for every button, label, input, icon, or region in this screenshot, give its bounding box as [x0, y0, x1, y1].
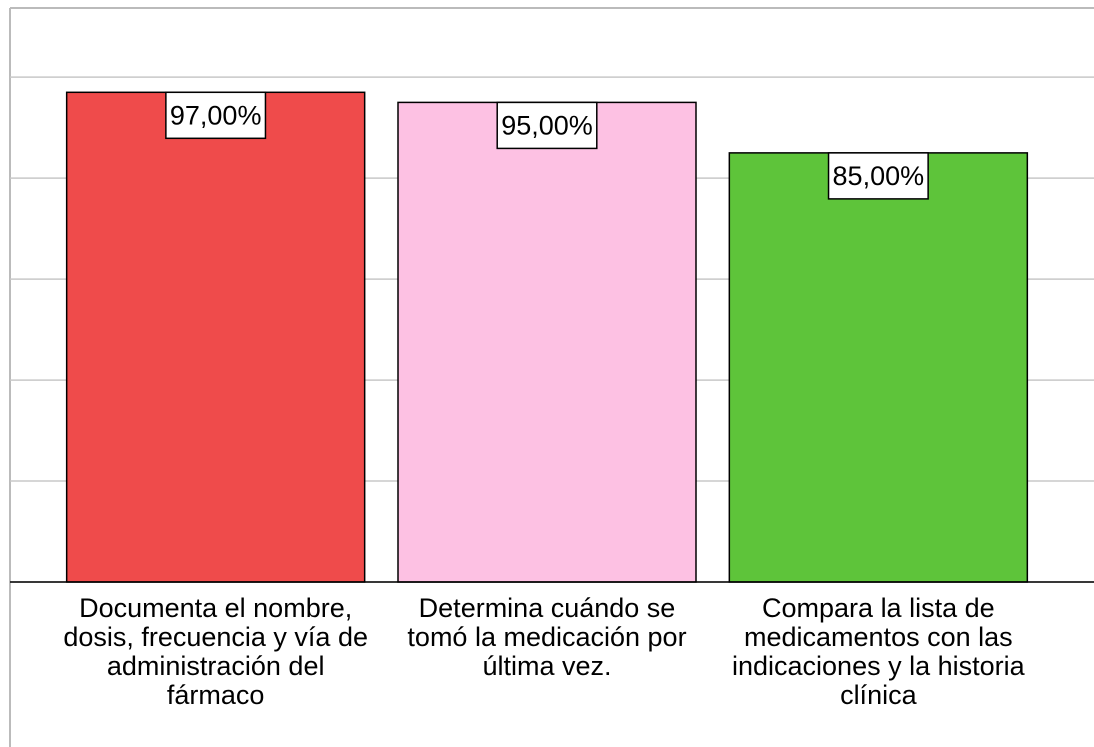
value-label: 95,00%: [501, 111, 593, 141]
value-label: 85,00%: [833, 161, 925, 191]
value-label-box: [827, 152, 929, 200]
bar: [728, 152, 1029, 583]
value-label-box: [165, 91, 267, 140]
value-label-box: [496, 101, 598, 150]
bar: [397, 101, 697, 583]
bar: [65, 91, 366, 583]
value-label: 97,00%: [170, 100, 262, 130]
x-tick-label: Compara la lista de medicamentos con las…: [732, 593, 1025, 710]
x-tick-label: Determina cuándo se tomó la medicación p…: [407, 593, 687, 681]
x-tick-label: Documenta el nombre, dosis, frecuencia y…: [63, 593, 368, 710]
